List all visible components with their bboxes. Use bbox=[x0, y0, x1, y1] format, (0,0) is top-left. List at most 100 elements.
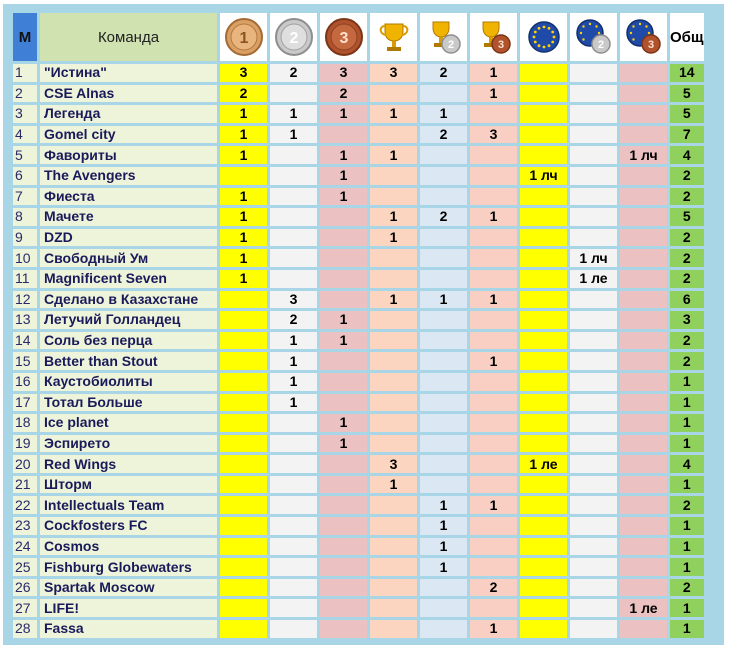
cup-bronze-count-cell bbox=[470, 249, 517, 267]
gold-count-cell bbox=[220, 290, 267, 309]
team-name-cell: Соль без перца bbox=[40, 331, 217, 350]
bronze-count-cell bbox=[320, 208, 367, 226]
euro-bronze-icon: 3 bbox=[625, 19, 661, 54]
team-name-cell: The Avengers bbox=[40, 166, 217, 185]
silver-count-cell bbox=[270, 496, 317, 515]
team-name-cell: Свободный Ум bbox=[40, 249, 217, 267]
table-row: 14 Соль без перца 1 1 2 bbox=[13, 331, 704, 350]
gold-count-cell: 3 bbox=[220, 64, 267, 82]
euro-bronze-count-cell bbox=[620, 208, 667, 226]
bronze-count-cell bbox=[320, 537, 367, 556]
silver-count-cell bbox=[270, 578, 317, 597]
cup-gold-count-cell bbox=[370, 578, 417, 597]
euro-gold-count-cell bbox=[520, 475, 567, 494]
gold-count-cell bbox=[220, 537, 267, 556]
total-cell: 2 bbox=[670, 187, 704, 206]
gold-medal-header: 1 bbox=[220, 13, 267, 61]
bronze-count-cell bbox=[320, 578, 367, 597]
total-cell: 6 bbox=[670, 290, 704, 309]
svg-text:3: 3 bbox=[647, 39, 653, 51]
silver-count-cell bbox=[270, 146, 317, 164]
cup-bronze-count-cell bbox=[470, 517, 517, 535]
cup-silver-count-cell bbox=[420, 146, 467, 164]
team-name-cell: Magnificent Seven bbox=[40, 269, 217, 288]
euro-silver-count-cell bbox=[570, 455, 617, 473]
euro-gold-count-cell bbox=[520, 558, 567, 576]
euro-bronze-count-cell bbox=[620, 352, 667, 370]
svg-text:2: 2 bbox=[447, 39, 453, 51]
place-cell: 21 bbox=[13, 475, 37, 494]
place-cell: 1 bbox=[13, 64, 37, 82]
cup-bronze-count-cell bbox=[470, 537, 517, 556]
total-cell: 1 bbox=[670, 414, 704, 432]
total-cell: 1 bbox=[670, 434, 704, 453]
team-name-cell: DZD bbox=[40, 228, 217, 247]
euro-silver-count-cell bbox=[570, 84, 617, 103]
cup-bronze-count-cell bbox=[470, 455, 517, 473]
euro-silver-count-cell bbox=[570, 105, 617, 123]
cup-gold-count-cell bbox=[370, 84, 417, 103]
table-row: 5 Фавориты 1 1 1 1 лч 4 bbox=[13, 146, 704, 164]
cup-silver-count-cell: 1 bbox=[420, 517, 467, 535]
table-row: 2 CSE Alnas 2 2 1 5 bbox=[13, 84, 704, 103]
place-cell: 18 bbox=[13, 414, 37, 432]
cup-gold-count-cell: 3 bbox=[370, 455, 417, 473]
total-cell: 1 bbox=[670, 475, 704, 494]
euro-silver-count-cell bbox=[570, 187, 617, 206]
bronze-count-cell: 1 bbox=[320, 166, 367, 185]
cup-silver-count-cell bbox=[420, 434, 467, 453]
euro-silver-count-cell: 1 ле bbox=[570, 269, 617, 288]
gold-count-cell bbox=[220, 331, 267, 350]
silver-count-cell bbox=[270, 208, 317, 226]
place-cell: 28 bbox=[13, 620, 37, 638]
euro-silver-count-cell bbox=[570, 64, 617, 82]
cup-silver-count-cell bbox=[420, 228, 467, 247]
total-cell: 3 bbox=[670, 311, 704, 329]
euro-gold-count-cell bbox=[520, 331, 567, 350]
cup-gold-count-cell: 1 bbox=[370, 146, 417, 164]
table-row: 4 Gomel city 1 1 2 3 7 bbox=[13, 125, 704, 144]
table-row: 1 "Истина" 3 2 3 3 2 1 14 bbox=[13, 64, 704, 82]
team-name-cell: Cosmos bbox=[40, 537, 217, 556]
bronze-count-cell bbox=[320, 455, 367, 473]
table-row: 22 Intellectuals Team 1 1 2 bbox=[13, 496, 704, 515]
total-cell: 2 bbox=[670, 166, 704, 185]
euro-gold-count-cell bbox=[520, 414, 567, 432]
table-row: 26 Spartak Moscow 2 2 bbox=[13, 578, 704, 597]
silver-count-cell bbox=[270, 414, 317, 432]
table-row: 15 Better than Stout 1 1 2 bbox=[13, 352, 704, 370]
silver-count-cell bbox=[270, 537, 317, 556]
euro-bronze-count-cell bbox=[620, 187, 667, 206]
cup-silver-count-cell bbox=[420, 578, 467, 597]
euro-bronze-count-cell: 1 ле bbox=[620, 599, 667, 618]
euro-bronze-count-cell bbox=[620, 105, 667, 123]
total-cell: 1 bbox=[670, 620, 704, 638]
total-cell: 2 bbox=[670, 269, 704, 288]
team-name-cell: Intellectuals Team bbox=[40, 496, 217, 515]
place-cell: 22 bbox=[13, 496, 37, 515]
bronze-count-cell: 1 bbox=[320, 331, 367, 350]
cup-gold-count-cell bbox=[370, 414, 417, 432]
silver-count-cell bbox=[270, 599, 317, 618]
silver-count-cell bbox=[270, 84, 317, 103]
place-cell: 14 bbox=[13, 331, 37, 350]
table-row: 27 LIFE! 1 ле 1 bbox=[13, 599, 704, 618]
euro-gold-header bbox=[520, 13, 567, 61]
euro-bronze-count-cell bbox=[620, 64, 667, 82]
svg-text:2: 2 bbox=[597, 39, 603, 51]
total-cell: 1 bbox=[670, 599, 704, 618]
cup-silver-count-cell bbox=[420, 84, 467, 103]
euro-bronze-header: 3 bbox=[620, 13, 667, 61]
euro-gold-count-cell bbox=[520, 517, 567, 535]
silver-cup-header: 2 bbox=[420, 13, 467, 61]
team-name-cell: Фиеста bbox=[40, 187, 217, 206]
gold-count-cell bbox=[220, 620, 267, 638]
table-row: 16 Каустобиолиты 1 1 bbox=[13, 372, 704, 391]
table-row: 3 Легенда 1 1 1 1 1 5 bbox=[13, 105, 704, 123]
euro-bronze-count-cell bbox=[620, 290, 667, 309]
cup-bronze-count-cell bbox=[470, 269, 517, 288]
gold-count-cell: 1 bbox=[220, 208, 267, 226]
gold-cup-header bbox=[370, 13, 417, 61]
cup-gold-count-cell bbox=[370, 125, 417, 144]
team-name-cell: Мачете bbox=[40, 208, 217, 226]
